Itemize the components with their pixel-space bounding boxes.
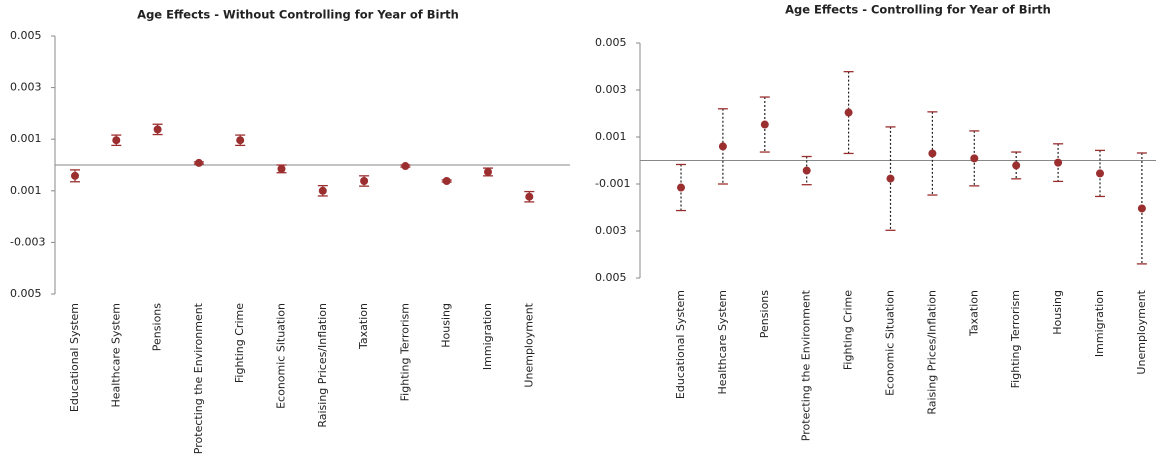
point bbox=[525, 192, 534, 201]
point bbox=[194, 158, 203, 167]
y-tick-label: 0.003 bbox=[10, 81, 42, 94]
point bbox=[442, 176, 451, 185]
y-tick-label: 0.003 bbox=[595, 83, 627, 96]
point bbox=[71, 171, 79, 180]
x-tick-label: Healthcare System bbox=[109, 303, 122, 407]
x-tick-label: Taxation bbox=[357, 303, 370, 350]
x-tick-label: Fighting Crime bbox=[233, 303, 246, 383]
x-tick-label: Immigration bbox=[1093, 290, 1106, 357]
point bbox=[886, 174, 895, 183]
x-tick-label: Educational System bbox=[68, 303, 81, 412]
point bbox=[112, 136, 121, 145]
x-tick-label: Raising Prices/Inflation bbox=[316, 303, 329, 428]
point bbox=[153, 125, 162, 134]
x-tick-label: Protecting the Environment bbox=[192, 302, 205, 454]
x-tick-label: Educational System bbox=[674, 290, 687, 399]
chart-title: Age Effects - Controlling for Year of Bi… bbox=[785, 3, 1051, 17]
chart-title: Age Effects - Without Controlling for Ye… bbox=[137, 8, 459, 22]
x-tick-label: Fighting Terrorism bbox=[1009, 290, 1022, 388]
point bbox=[928, 149, 937, 158]
point bbox=[1012, 161, 1021, 170]
y-tick-label: 0.005 bbox=[595, 271, 627, 284]
x-tick-label: Taxation bbox=[967, 290, 980, 337]
x-tick-label: Economic Situation bbox=[884, 290, 897, 396]
x-tick-label: Protecting the Environment bbox=[800, 289, 813, 441]
y-tick-label: 0.005 bbox=[10, 287, 42, 300]
x-tick-label: Immigration bbox=[481, 303, 494, 370]
point bbox=[401, 162, 410, 171]
point bbox=[970, 154, 979, 163]
point bbox=[1054, 158, 1063, 167]
x-tick-label: Pensions bbox=[758, 290, 771, 338]
y-tick-label: 0.001 bbox=[595, 130, 627, 143]
x-tick-label: Unemployment bbox=[522, 302, 535, 387]
x-tick-label: Pensions bbox=[151, 303, 164, 351]
point bbox=[277, 164, 286, 173]
point bbox=[360, 176, 369, 185]
y-tick-label: 0.001 bbox=[10, 132, 42, 145]
x-tick-label: Unemployment bbox=[1135, 289, 1148, 374]
point bbox=[718, 142, 727, 151]
point bbox=[802, 166, 811, 175]
point bbox=[484, 167, 492, 176]
point bbox=[318, 186, 327, 195]
x-tick-label: Fighting Terrorism bbox=[398, 303, 411, 401]
point bbox=[236, 136, 245, 145]
point bbox=[844, 108, 853, 117]
x-tick-label: Housing bbox=[1051, 290, 1064, 335]
x-tick-label: Economic Situation bbox=[275, 303, 288, 409]
y-tick-label: 0.005 bbox=[10, 29, 42, 42]
point bbox=[760, 120, 769, 129]
point bbox=[1137, 204, 1146, 213]
point bbox=[1096, 169, 1104, 178]
x-tick-label: Fighting Crime bbox=[842, 290, 855, 370]
x-tick-label: Raising Prices/Inflation bbox=[925, 290, 938, 415]
y-tick-label: 0.005 bbox=[595, 36, 627, 49]
y-tick-label: -0.003 bbox=[10, 235, 45, 248]
y-tick-label: 0.003 bbox=[595, 224, 627, 237]
y-tick-label: 0.001 bbox=[10, 184, 42, 197]
x-tick-label: Housing bbox=[440, 303, 453, 348]
x-tick-label: Healthcare System bbox=[716, 290, 729, 394]
point bbox=[677, 183, 685, 192]
y-tick-label: -0.001 bbox=[595, 177, 630, 190]
